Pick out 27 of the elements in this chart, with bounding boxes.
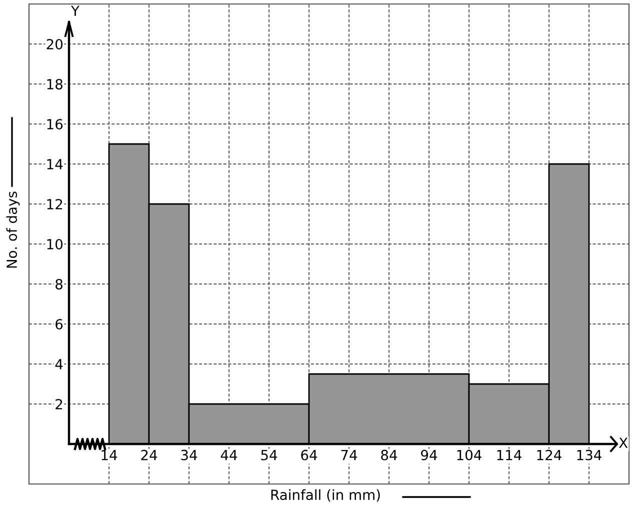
x-tick-label: 124: [537, 450, 562, 460]
y-tick-label: 6: [56, 318, 63, 330]
annotation: X: [619, 438, 628, 448]
y-tick-label: 2: [56, 398, 62, 410]
y-tick-label: 10: [47, 238, 63, 250]
x-tick-label: 54: [261, 450, 278, 460]
x-axis-title: Rainfall (in mm): [271, 489, 380, 502]
y-tick-label: 8: [56, 278, 62, 290]
x-tick-label: 74: [341, 450, 358, 460]
x-tick-label: 44: [220, 450, 238, 460]
annotation: Y: [70, 6, 80, 16]
y-tick-label: 16: [47, 118, 63, 130]
x-tick-label: 104: [457, 450, 482, 460]
y-axis-title: No. of days: [6, 192, 20, 268]
y-tick-label: 20: [46, 38, 63, 50]
x-tick-label: 114: [497, 450, 522, 460]
y-tick-label: 12: [47, 198, 62, 210]
y-tick-label: 4: [55, 359, 63, 370]
x-tick-label: 94: [421, 450, 438, 460]
x-tick-label: 24: [141, 450, 158, 460]
x-tick-label: 14: [102, 450, 118, 460]
x-tick-label: 134: [577, 450, 602, 460]
x-tick-label: 34: [181, 450, 198, 460]
y-tick-label: 18: [47, 78, 62, 90]
x-tick-label: 64: [301, 450, 318, 460]
y-tick-label: 14: [47, 159, 63, 170]
x-tick-label: 84: [381, 450, 398, 460]
